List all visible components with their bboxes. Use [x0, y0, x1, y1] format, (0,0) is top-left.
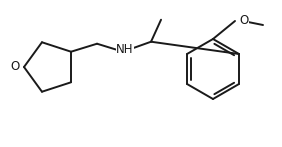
Text: O: O: [11, 61, 20, 74]
Text: O: O: [239, 15, 248, 27]
Text: NH: NH: [116, 43, 134, 56]
